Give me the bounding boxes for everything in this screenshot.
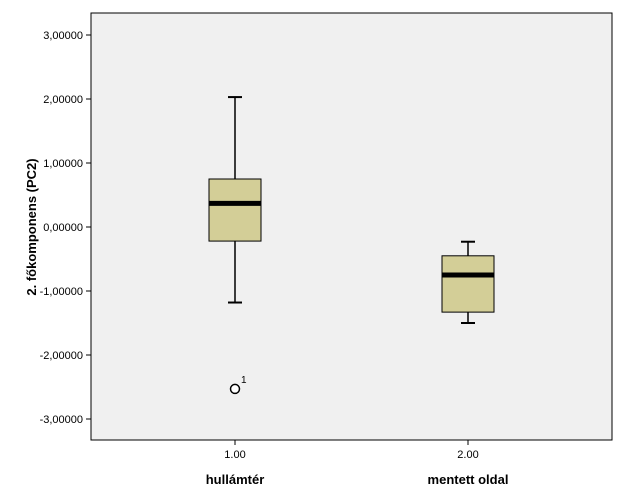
- x-tick-label: 1.00: [224, 449, 245, 461]
- y-tick-label: -2,00000: [40, 350, 83, 362]
- y-tick-label: 3,00000: [43, 30, 83, 42]
- outlier-point: [229, 383, 241, 395]
- category-name: hullámtér: [206, 472, 265, 487]
- category-name: mentett oldal: [428, 472, 509, 487]
- y-axis: 3,00000 2,00000 1,00000 0,00000 -1,00000 -2,0…: [40, 30, 91, 426]
- y-tick-label: 0,00000: [43, 222, 83, 234]
- box-1: 1: [208, 96, 262, 395]
- y-tick-label: 1,00000: [43, 158, 83, 170]
- y-axis-title: 2. főkomponens (PC2): [24, 158, 39, 295]
- x-axis: 1.00 hullámtér 2.00 mentett oldal: [206, 440, 509, 487]
- box-2: [441, 240, 495, 324]
- plot-area: [90, 12, 613, 441]
- iqr-box: [208, 178, 262, 242]
- outlier-label: 1: [241, 375, 247, 386]
- y-tick-label: -1,00000: [40, 286, 83, 298]
- y-tick-label: 2,00000: [43, 94, 83, 106]
- x-tick-label: 2.00: [457, 449, 478, 461]
- iqr-box: [441, 255, 495, 313]
- boxes: 1: [208, 96, 495, 395]
- y-tick-label: -3,00000: [40, 414, 83, 426]
